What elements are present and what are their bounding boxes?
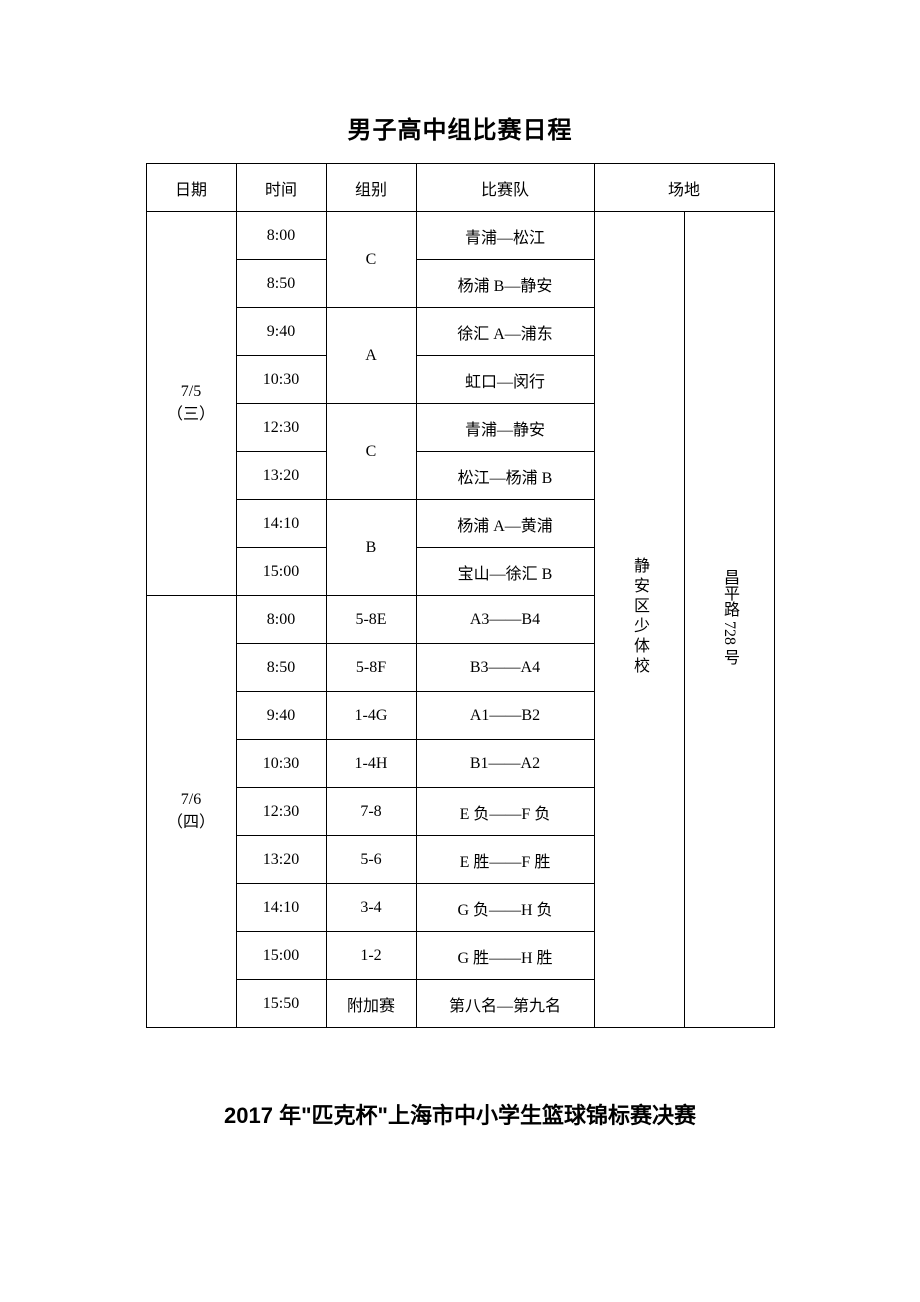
footer-title: 2017 年"匹克杯"上海市中小学生篮球锦标赛决赛 [0, 1098, 920, 1130]
col-venue: 场地 [594, 164, 774, 212]
date-line2: （四） [167, 814, 215, 831]
page: 男子高中组比赛日程 日期 时间 组别 比赛队 场地 7/5（三）8:00C青浦—… [0, 0, 920, 1130]
col-time: 时间 [236, 164, 326, 212]
cell-time: 8:00 [236, 212, 326, 260]
date-line1: 7/5 [181, 383, 201, 400]
cell-group: C [326, 404, 416, 500]
page-title: 男子高中组比赛日程 [0, 110, 920, 145]
cell-match: 第八名—第九名 [416, 980, 594, 1028]
cell-time: 15:50 [236, 980, 326, 1028]
table-header-row: 日期 时间 组别 比赛队 场地 [146, 164, 774, 212]
cell-match: 青浦—松江 [416, 212, 594, 260]
cell-match: G 胜——H 胜 [416, 932, 594, 980]
venue-name-text: 静安区少体校 [627, 557, 651, 677]
table-head: 日期 时间 组别 比赛队 场地 [146, 164, 774, 212]
cell-time: 14:10 [236, 500, 326, 548]
cell-venue-address: 昌平路 728 号 [684, 212, 774, 1028]
table-row: 7/5（三）8:00C青浦—松江静安区少体校昌平路 728 号 [146, 212, 774, 260]
cell-time: 8:00 [236, 596, 326, 644]
cell-group: 5-8E [326, 596, 416, 644]
cell-time: 12:30 [236, 788, 326, 836]
table-body: 7/5（三）8:00C青浦—松江静安区少体校昌平路 728 号8:50杨浦 B—… [146, 212, 774, 1028]
cell-time: 15:00 [236, 932, 326, 980]
cell-match: B1——A2 [416, 740, 594, 788]
cell-time: 10:30 [236, 740, 326, 788]
cell-date: 7/5 （三） [146, 212, 236, 596]
cell-match: G 负——H 负 [416, 884, 594, 932]
cell-time: 13:20 [236, 452, 326, 500]
cell-group: A [326, 308, 416, 404]
cell-group: 5-8F [326, 644, 416, 692]
cell-time: 12:30 [236, 404, 326, 452]
cell-time: 15:00 [236, 548, 326, 596]
cell-group: B [326, 500, 416, 596]
cell-group: C [326, 212, 416, 308]
date-line1: 7/6 [181, 791, 201, 808]
cell-match: 虹口—闵行 [416, 356, 594, 404]
cell-match: A1——B2 [416, 692, 594, 740]
venue-address-text: 昌平路 728 号 [717, 569, 741, 665]
schedule-table: 日期 时间 组别 比赛队 场地 7/5（三）8:00C青浦—松江静安区少体校昌平… [146, 163, 775, 1028]
cell-time: 14:10 [236, 884, 326, 932]
cell-match: 杨浦 A—黄浦 [416, 500, 594, 548]
cell-group: 5-6 [326, 836, 416, 884]
cell-date: 7/6 （四） [146, 596, 236, 1028]
cell-time: 8:50 [236, 260, 326, 308]
cell-time: 9:40 [236, 692, 326, 740]
cell-match: E 胜——F 胜 [416, 836, 594, 884]
cell-time: 9:40 [236, 308, 326, 356]
cell-group: 1-4H [326, 740, 416, 788]
cell-group: 3-4 [326, 884, 416, 932]
col-date: 日期 [146, 164, 236, 212]
cell-match: 宝山—徐汇 B [416, 548, 594, 596]
cell-match: E 负——F 负 [416, 788, 594, 836]
cell-time: 10:30 [236, 356, 326, 404]
cell-venue-name: 静安区少体校 [594, 212, 684, 1028]
cell-match: 徐汇 A—浦东 [416, 308, 594, 356]
cell-group: 附加赛 [326, 980, 416, 1028]
cell-group: 1-4G [326, 692, 416, 740]
cell-match: 杨浦 B—静安 [416, 260, 594, 308]
cell-match: 松江—杨浦 B [416, 452, 594, 500]
cell-time: 8:50 [236, 644, 326, 692]
col-match: 比赛队 [416, 164, 594, 212]
cell-match: 青浦—静安 [416, 404, 594, 452]
col-group: 组别 [326, 164, 416, 212]
cell-match: B3——A4 [416, 644, 594, 692]
cell-time: 13:20 [236, 836, 326, 884]
date-line2: （三） [167, 406, 215, 423]
cell-match: A3——B4 [416, 596, 594, 644]
cell-group: 7-8 [326, 788, 416, 836]
cell-group: 1-2 [326, 932, 416, 980]
